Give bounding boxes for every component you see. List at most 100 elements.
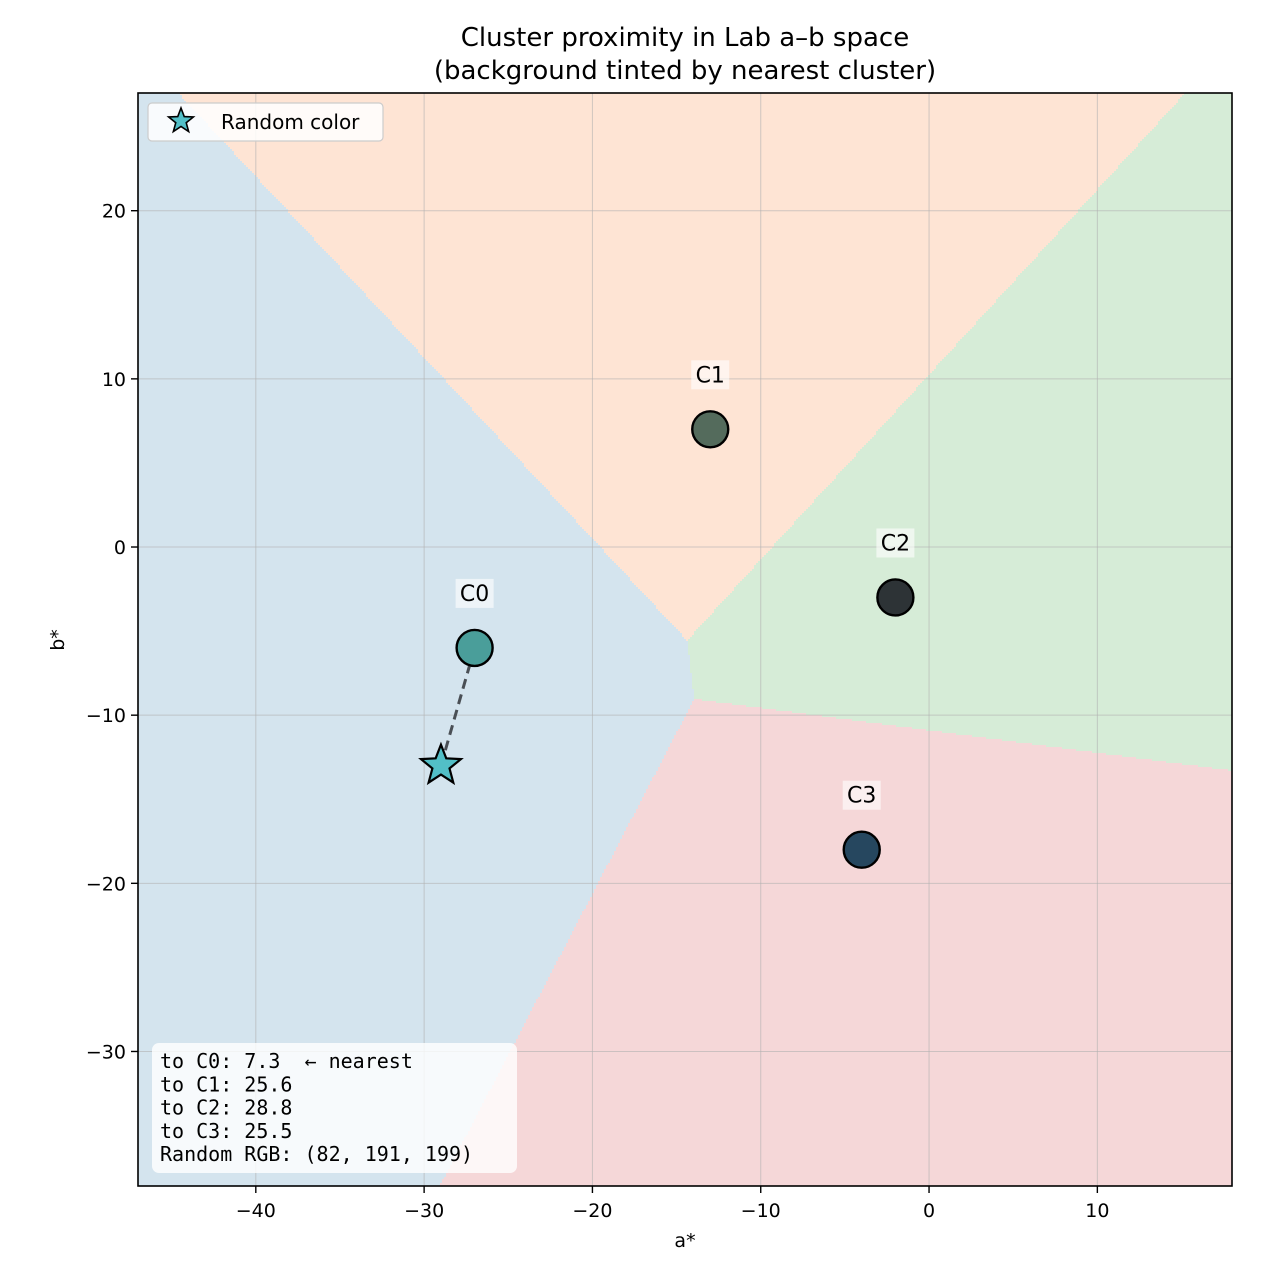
region-cell <box>940 361 1232 364</box>
region-cell <box>604 549 771 552</box>
region-cell <box>138 545 601 548</box>
region-cell <box>138 845 619 848</box>
region-cell <box>138 321 393 324</box>
region-cell <box>454 1157 1232 1160</box>
region-cell <box>812 503 1232 506</box>
region-cell <box>976 321 1232 324</box>
region-cell <box>774 545 1232 548</box>
region-cell <box>600 877 1232 880</box>
region-cell <box>512 1045 1232 1048</box>
region-cell <box>382 311 987 314</box>
region-cell <box>880 427 1232 430</box>
region-cell <box>936 367 1232 370</box>
region-cell <box>138 409 473 412</box>
region-cell <box>704 621 1232 624</box>
region-cell <box>138 839 621 842</box>
region-cell <box>1052 239 1232 242</box>
region-cell <box>1164 115 1232 118</box>
region-cell <box>796 519 1232 522</box>
region-cell <box>138 775 655 778</box>
region-cell <box>138 565 619 568</box>
region-cell <box>138 271 345 274</box>
region-cell <box>716 607 1232 610</box>
region-cell <box>576 923 1232 926</box>
region-cell <box>538 997 1232 1000</box>
region-cell <box>562 505 811 508</box>
region-cell <box>498 435 875 438</box>
region-cell <box>868 441 1232 444</box>
region-cell <box>710 615 1232 618</box>
region-cell <box>492 1085 1232 1088</box>
region-cell <box>570 935 1232 938</box>
region-cell <box>414 345 957 348</box>
region-cell <box>138 367 435 370</box>
region-cell <box>598 883 1232 886</box>
region-cell <box>138 655 691 658</box>
region-cell <box>630 821 1232 824</box>
region-cell <box>716 701 1232 704</box>
region-cell <box>842 469 1232 472</box>
region-cell <box>138 709 689 712</box>
region-cell <box>996 301 1232 304</box>
region-cell <box>180 93 1185 96</box>
region-cell <box>286 207 1081 210</box>
region-cell <box>138 383 449 386</box>
region-cell <box>946 355 1232 358</box>
region-cell <box>252 171 1115 174</box>
region-cell <box>138 437 499 440</box>
region-cell <box>192 107 1173 110</box>
region-cell <box>464 399 907 402</box>
region-cell <box>138 1011 531 1014</box>
region-cell <box>466 1135 1232 1138</box>
region-cell <box>250 169 1117 172</box>
region-cell <box>572 931 1232 934</box>
region-cell <box>652 777 1232 780</box>
region-cell <box>566 945 1232 948</box>
cluster-point <box>691 410 730 449</box>
region-cell <box>138 413 477 416</box>
region-cell <box>652 601 723 604</box>
region-cell <box>694 689 1232 692</box>
region-cell <box>682 721 867 724</box>
region-cell <box>558 959 1232 962</box>
region-cell <box>138 459 521 462</box>
region-cell <box>138 165 247 168</box>
region-cell <box>138 257 333 260</box>
region-cell <box>138 633 683 636</box>
region-cell <box>742 579 1232 582</box>
region-cell <box>138 471 531 474</box>
region-cell <box>450 1167 1232 1170</box>
region-cell <box>920 383 1232 386</box>
region-cell <box>752 569 1232 572</box>
region-cell <box>450 385 919 388</box>
region-cell <box>614 561 759 564</box>
region-cell <box>826 487 1232 490</box>
region-cell <box>676 731 943 734</box>
y-tick-label: 10 <box>102 369 126 391</box>
region-cell <box>1016 277 1232 280</box>
region-cell <box>138 683 693 686</box>
region-cell <box>866 443 1232 446</box>
region-cell <box>682 635 693 638</box>
region-cell <box>138 537 593 540</box>
region-cell <box>794 523 1232 526</box>
region-cell <box>882 723 1232 726</box>
region-cell <box>568 939 1232 942</box>
region-cell <box>1180 97 1232 100</box>
region-cell <box>564 949 1232 952</box>
region-cell <box>508 447 863 450</box>
region-cell <box>674 625 701 628</box>
region-cell <box>568 941 1232 944</box>
region-cell <box>138 693 695 696</box>
region-cell <box>446 379 925 382</box>
region-cell <box>438 371 933 374</box>
region-cell <box>248 167 1119 170</box>
region-cell <box>138 365 433 368</box>
region-cell <box>138 815 635 818</box>
region-cell <box>138 675 693 678</box>
region-cell <box>138 253 329 256</box>
region-cell <box>1154 127 1232 130</box>
region-cell <box>1160 119 1232 122</box>
region-cell <box>138 187 267 190</box>
region-cell <box>138 837 623 840</box>
